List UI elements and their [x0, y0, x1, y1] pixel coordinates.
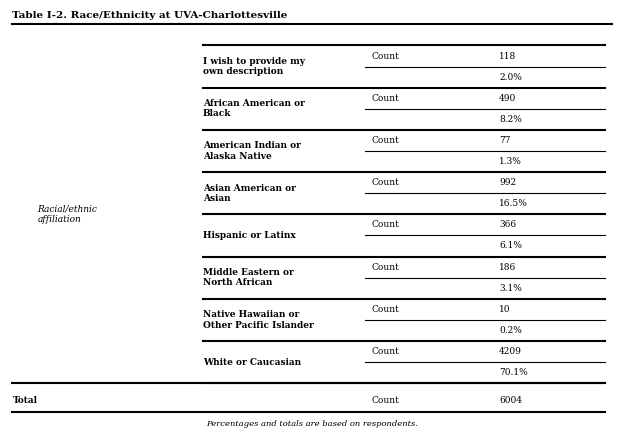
- Text: 0.2%: 0.2%: [499, 326, 522, 335]
- Text: Count: Count: [371, 347, 399, 356]
- Text: 992: 992: [499, 178, 516, 187]
- Text: Hispanic or Latinx: Hispanic or Latinx: [203, 231, 296, 240]
- Text: 118: 118: [499, 52, 517, 61]
- Text: 4209: 4209: [499, 347, 522, 356]
- Text: Count: Count: [371, 52, 399, 61]
- Text: White or Caucasian: White or Caucasian: [203, 358, 301, 367]
- Text: Count: Count: [371, 305, 399, 314]
- Text: I wish to provide my
own description: I wish to provide my own description: [203, 57, 305, 76]
- Text: 1.3%: 1.3%: [499, 157, 522, 166]
- Text: Table I-2. Race/Ethnicity at UVA-Charlottesville: Table I-2. Race/Ethnicity at UVA-Charlot…: [12, 11, 288, 20]
- Text: Asian American or
Asian: Asian American or Asian: [203, 184, 296, 203]
- Text: Count: Count: [371, 94, 399, 103]
- Text: 16.5%: 16.5%: [499, 199, 528, 208]
- Text: 8.2%: 8.2%: [499, 115, 522, 124]
- Text: 6.1%: 6.1%: [499, 242, 522, 251]
- Text: 366: 366: [499, 220, 516, 229]
- Text: Racial/ethnic
affiliation: Racial/ethnic affiliation: [37, 205, 97, 224]
- Text: 2.0%: 2.0%: [499, 73, 522, 82]
- Text: Count: Count: [371, 178, 399, 187]
- Text: 77: 77: [499, 136, 510, 145]
- Text: Percentages and totals are based on respondents.: Percentages and totals are based on resp…: [206, 420, 418, 428]
- Text: 70.1%: 70.1%: [499, 368, 528, 377]
- Text: Native Hawaiian or
Other Pacific Islander: Native Hawaiian or Other Pacific Islande…: [203, 310, 313, 330]
- Text: Total: Total: [12, 396, 37, 405]
- Text: Count: Count: [371, 136, 399, 145]
- Text: 6004: 6004: [499, 396, 522, 405]
- Text: African American or
Black: African American or Black: [203, 99, 305, 119]
- Text: 186: 186: [499, 262, 517, 271]
- Text: Count: Count: [371, 396, 399, 405]
- Text: 490: 490: [499, 94, 517, 103]
- Text: Count: Count: [371, 220, 399, 229]
- Text: American Indian or
Alaska Native: American Indian or Alaska Native: [203, 141, 301, 161]
- Text: Count: Count: [371, 262, 399, 271]
- Text: 10: 10: [499, 305, 510, 314]
- Text: 3.1%: 3.1%: [499, 284, 522, 293]
- Text: Middle Eastern or
North African: Middle Eastern or North African: [203, 268, 293, 288]
